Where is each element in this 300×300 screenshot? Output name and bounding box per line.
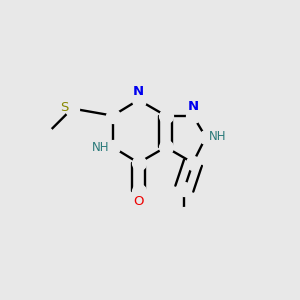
Text: O: O: [133, 195, 144, 208]
Text: S: S: [60, 101, 69, 114]
Text: NH: NH: [92, 141, 110, 154]
Text: NH: NH: [209, 130, 227, 143]
Text: N: N: [188, 100, 199, 113]
Text: N: N: [133, 85, 144, 98]
